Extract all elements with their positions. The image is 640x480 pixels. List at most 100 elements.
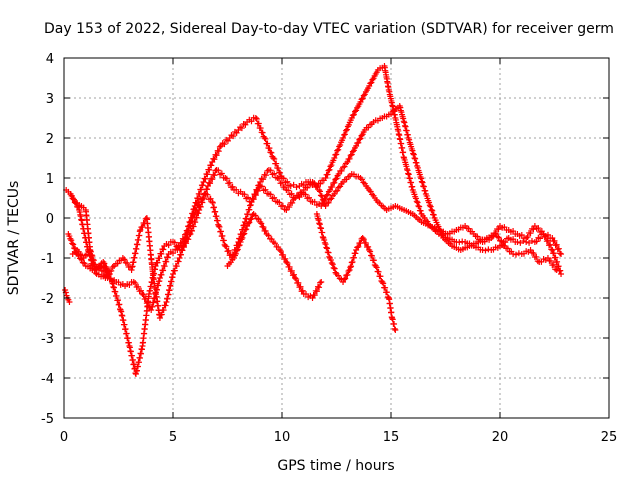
data-point xyxy=(154,259,161,266)
data-point xyxy=(246,206,253,213)
data-point xyxy=(357,99,364,105)
data-point xyxy=(156,315,163,321)
data-point xyxy=(515,250,522,257)
y-tick-label: 4 xyxy=(46,52,54,67)
data-point xyxy=(362,240,369,247)
data-point xyxy=(332,176,339,183)
data-point xyxy=(335,184,342,191)
data-point xyxy=(341,276,348,283)
data-point xyxy=(165,242,172,249)
data-point xyxy=(360,92,367,99)
data-point xyxy=(207,195,214,202)
data-point xyxy=(183,235,190,241)
data-point xyxy=(66,233,73,240)
data-point xyxy=(389,315,396,321)
data-point xyxy=(81,260,88,267)
data-point xyxy=(328,162,335,169)
data-point xyxy=(137,227,144,233)
data-point xyxy=(555,263,562,270)
data-point xyxy=(213,152,220,159)
data-point xyxy=(250,196,257,203)
y-tick-label: 1 xyxy=(46,172,54,187)
data-point xyxy=(367,248,374,255)
data-point xyxy=(415,202,422,209)
data-point xyxy=(306,194,313,201)
data-point xyxy=(341,163,348,170)
data-point xyxy=(547,241,554,248)
data-point xyxy=(313,288,320,295)
data-point xyxy=(290,271,297,278)
data-point xyxy=(333,151,340,158)
data-point xyxy=(288,190,295,197)
data-point xyxy=(317,180,324,187)
x-tick-label: 0 xyxy=(60,430,68,445)
data-point xyxy=(293,276,300,283)
data-point xyxy=(215,167,222,174)
data-point xyxy=(411,155,418,162)
data-point xyxy=(229,183,236,190)
data-point xyxy=(173,263,180,270)
data-point xyxy=(189,215,196,221)
data-point xyxy=(87,248,94,255)
data-point xyxy=(341,131,348,138)
data-point xyxy=(358,96,365,103)
data-point xyxy=(429,207,436,214)
data-point xyxy=(195,210,202,217)
data-point xyxy=(258,183,265,190)
data-point xyxy=(69,195,76,202)
data-point xyxy=(495,234,502,241)
data-point xyxy=(533,253,540,260)
x-tick-label: 25 xyxy=(601,430,618,445)
data-point xyxy=(206,166,213,173)
data-point xyxy=(277,169,284,176)
data-point xyxy=(140,292,147,299)
data-point xyxy=(474,233,481,240)
data-point xyxy=(547,257,554,264)
data-point xyxy=(355,139,362,146)
y-axis-label: SDTVAR / TECUs xyxy=(6,181,22,296)
data-point xyxy=(248,215,255,222)
data-point xyxy=(347,152,354,159)
data-point xyxy=(222,243,229,249)
data-point xyxy=(112,288,119,295)
data-point xyxy=(233,186,240,193)
data-point xyxy=(379,279,386,285)
data-point xyxy=(391,325,398,332)
data-point xyxy=(109,264,116,271)
data-point xyxy=(551,237,558,244)
data-point xyxy=(342,275,349,282)
data-point xyxy=(96,263,103,270)
data-point xyxy=(284,178,291,185)
data-point xyxy=(492,229,499,236)
data-point xyxy=(234,246,241,253)
data-point xyxy=(195,202,202,209)
data-point xyxy=(256,184,263,191)
y-tick-label: 2 xyxy=(46,132,54,147)
data-point xyxy=(282,255,289,262)
data-point xyxy=(410,150,417,157)
data-point xyxy=(271,194,278,201)
data-point xyxy=(321,239,328,246)
data-point xyxy=(331,155,338,161)
data-point xyxy=(245,220,252,227)
data-point xyxy=(273,160,280,167)
data-point xyxy=(162,302,169,309)
data-point xyxy=(504,245,511,252)
data-point xyxy=(216,143,223,150)
data-point xyxy=(230,133,237,140)
data-point xyxy=(271,170,278,177)
data-point xyxy=(317,279,324,286)
data-point xyxy=(389,316,396,323)
data-point xyxy=(90,257,97,264)
data-point xyxy=(318,193,325,200)
data-point xyxy=(366,83,373,89)
data-point xyxy=(348,115,355,121)
data-point xyxy=(75,204,82,211)
data-point xyxy=(124,260,131,267)
data-point xyxy=(326,166,333,173)
data-point xyxy=(270,155,277,161)
data-point xyxy=(211,172,218,179)
data-point xyxy=(69,240,76,247)
data-point xyxy=(311,198,318,205)
data-point xyxy=(105,267,112,274)
